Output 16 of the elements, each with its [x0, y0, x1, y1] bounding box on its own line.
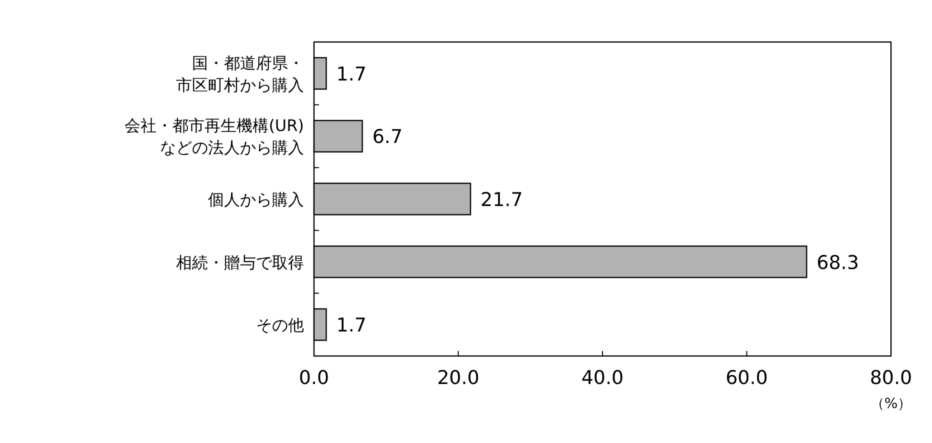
- y-tick-label: 個人から購入: [208, 190, 304, 209]
- y-tick-label: その他: [256, 316, 304, 335]
- x-tick-label: 20.0: [437, 367, 480, 389]
- x-axis-title: （%）: [870, 396, 912, 412]
- y-tick-label: 相続・贈与で取得: [176, 252, 304, 272]
- data-label: 1.7: [336, 63, 366, 86]
- y-tick-label: 会社・都市再生機構(UR)などの法人から購入: [124, 116, 304, 158]
- x-tick-label: 60.0: [726, 367, 768, 389]
- data-label: 1.7: [336, 314, 366, 337]
- data-label: 21.7: [480, 189, 523, 211]
- data-label: 6.7: [372, 126, 403, 148]
- x-tick-label: 0.0: [298, 367, 330, 389]
- data-label: 68.3: [816, 252, 859, 274]
- x-tick-label: 40.0: [581, 367, 624, 389]
- y-tick-label: 国・都道府県・市区町村から購入: [176, 53, 304, 94]
- x-tick-label: 80.0: [870, 367, 912, 389]
